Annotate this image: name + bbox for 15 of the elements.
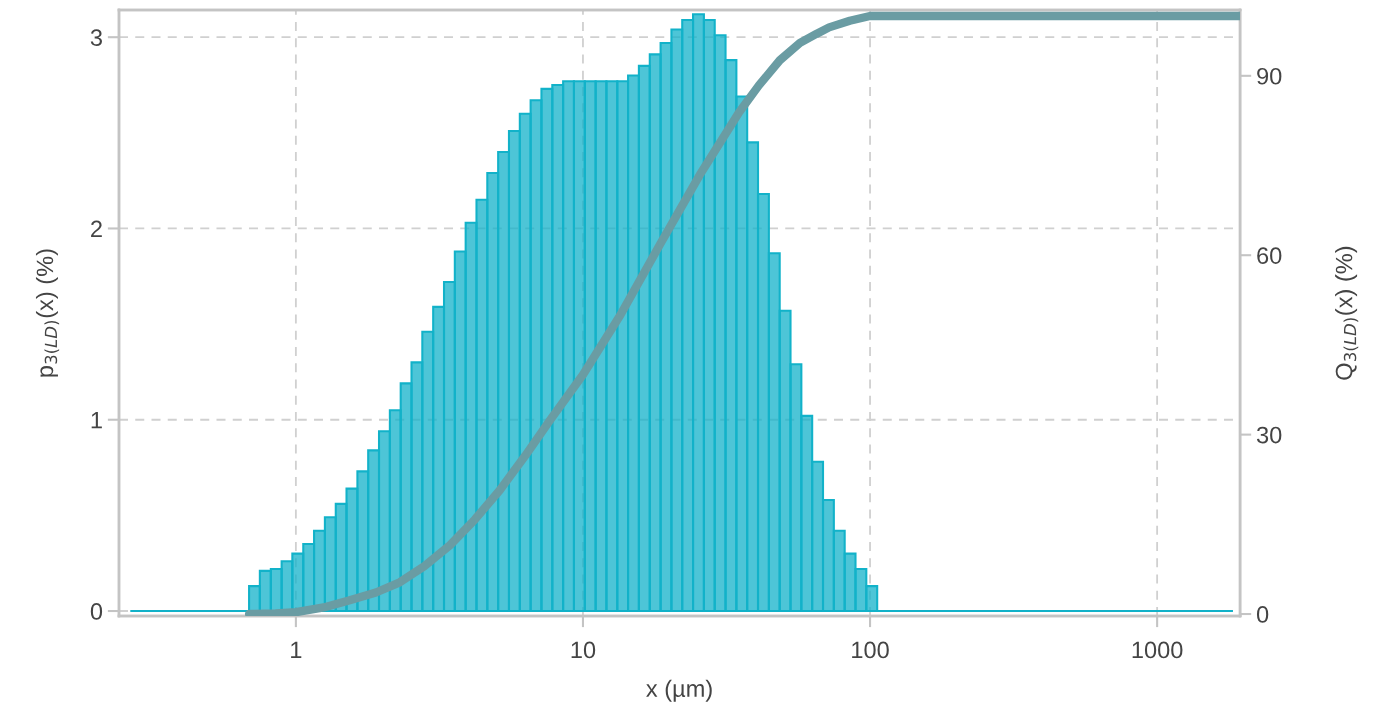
y2-tick-label: 30 (1256, 426, 1282, 444)
y2-tick-label: 0 (1256, 606, 1269, 623)
x-axis-title: x (µm) (646, 679, 712, 702)
x-tick-label: 100 (852, 641, 889, 659)
x-tick-label: 10 (571, 641, 596, 659)
y-tick-label: 2 (91, 220, 102, 238)
y2-axis-title: Q$_{3(LD)}$(x) (%) (1335, 246, 1359, 380)
y-axis-title: p$_{3(LD)}$(x) (%) (35, 249, 60, 377)
y-tick-label: 1 (91, 412, 102, 429)
x-tick-label: 1000 (1132, 641, 1183, 659)
x-tick-label: 1 (291, 641, 302, 659)
y2-tick-label: 60 (1257, 247, 1282, 264)
y2-tick-label: 90 (1257, 67, 1282, 85)
y-tick-label: 0 (90, 603, 103, 620)
y-tick-label: 3 (90, 29, 102, 46)
